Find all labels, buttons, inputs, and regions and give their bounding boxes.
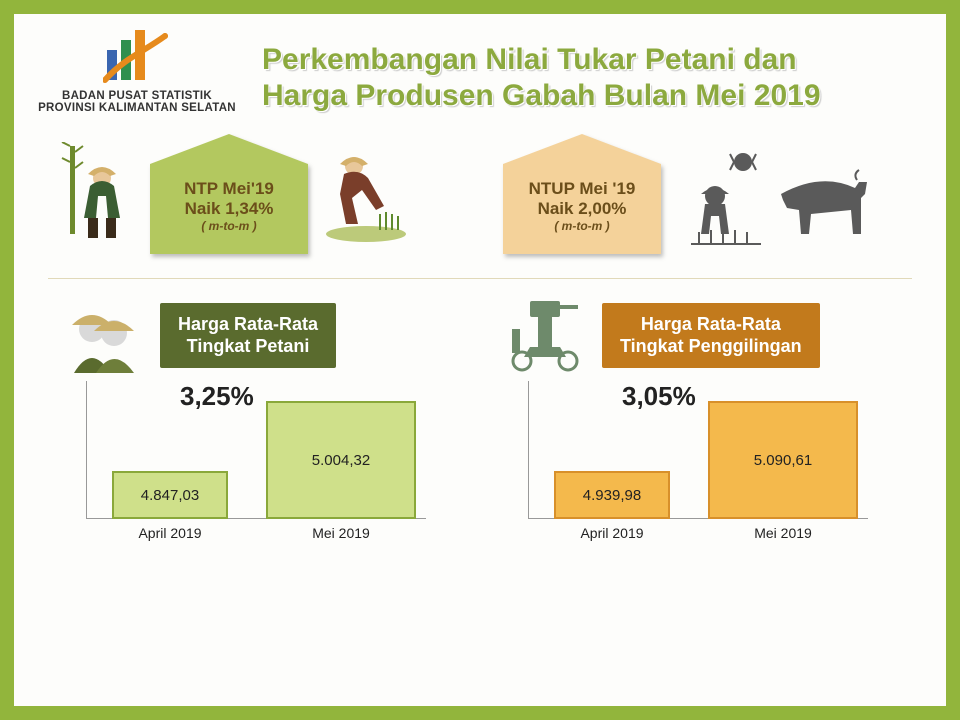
bar: 4.939,98 [554, 471, 670, 519]
ntup-group: NTUP Mei '19 Naik 2,00% ( m-to-m ) [503, 134, 906, 254]
ntp-badge: NTP Mei'19 Naik 1,34% ( m-to-m ) [150, 134, 308, 254]
title-line2: Harga Produsen Gabah Bulan Mei 2019 [262, 78, 918, 114]
ntup-line1: NTUP Mei '19 [503, 179, 661, 199]
bar-value-label: 5.090,61 [754, 452, 812, 469]
petani-bar-chart: 4.847,03 April 2019 5.004,32 Mei 2019 [86, 381, 426, 541]
ntup-badge: NTUP Mei '19 Naik 2,00% ( m-to-m ) [503, 134, 661, 254]
ntup-line2: Naik 2,00% [503, 199, 661, 219]
category-label: April 2019 [112, 525, 228, 541]
farmer-planting-icon [318, 144, 414, 244]
two-farmers-icon [62, 295, 148, 375]
bps-logo-block: BADAN PUSAT STATISTIK PROVINSI KALIMANTA… [32, 28, 242, 114]
giling-header-l1: Harga Rata-Rata [620, 313, 802, 336]
giling-header: Harga Rata-Rata Tingkat Penggilingan [602, 303, 820, 368]
ntp-line1: NTP Mei'19 [150, 179, 308, 199]
bar: 5.090,61 [708, 401, 858, 519]
bar: 5.004,32 [266, 401, 416, 519]
rice-mill-icon [504, 295, 590, 375]
giling-bar-chart: 4.939,98 April 2019 5.090,61 Mei 2019 [528, 381, 868, 541]
title-line1: Perkembangan Nilai Tukar Petani dan [262, 42, 918, 78]
bar-value-label: 4.939,98 [583, 487, 641, 504]
chart-petani: Harga Rata-Rata Tingkat Petani 3,25% 4.8… [62, 295, 464, 541]
section-divider [48, 278, 912, 279]
org-line1: BADAN PUSAT STATISTIK [32, 90, 242, 102]
bps-logo-icon [103, 28, 171, 86]
bar-value-label: 5.004,32 [312, 452, 370, 469]
farmer-cattle-icon [671, 134, 871, 254]
farmer-sugarcane-icon [60, 142, 140, 246]
org-line2: PROVINSI KALIMANTAN SELATAN [32, 102, 242, 114]
chart-giling: Harga Rata-Rata Tingkat Penggilingan 3,0… [504, 295, 906, 541]
infographic-frame: BADAN PUSAT STATISTIK PROVINSI KALIMANTA… [0, 0, 960, 720]
ntp-line2: Naik 1,34% [150, 199, 308, 219]
giling-header-l2: Tingkat Penggilingan [620, 335, 802, 358]
ntp-group: NTP Mei'19 Naik 1,34% ( m-to-m ) [60, 134, 463, 254]
category-label: April 2019 [554, 525, 670, 541]
header: BADAN PUSAT STATISTIK PROVINSI KALIMANTA… [14, 14, 946, 120]
ntp-note: ( m-to-m ) [150, 219, 308, 233]
category-label: Mei 2019 [266, 525, 416, 541]
bar: 4.847,03 [112, 471, 228, 519]
charts-row: Harga Rata-Rata Tingkat Petani 3,25% 4.8… [14, 289, 946, 541]
category-label: Mei 2019 [708, 525, 858, 541]
bar-value-label: 4.847,03 [141, 487, 199, 504]
petani-header-l1: Harga Rata-Rata [178, 313, 318, 336]
ntup-note: ( m-to-m ) [503, 219, 661, 233]
summary-badges-row: NTP Mei'19 Naik 1,34% ( m-to-m ) [14, 120, 946, 264]
petani-header: Harga Rata-Rata Tingkat Petani [160, 303, 336, 368]
petani-header-l2: Tingkat Petani [178, 335, 318, 358]
page-title: Perkembangan Nilai Tukar Petani dan Harg… [262, 28, 918, 114]
